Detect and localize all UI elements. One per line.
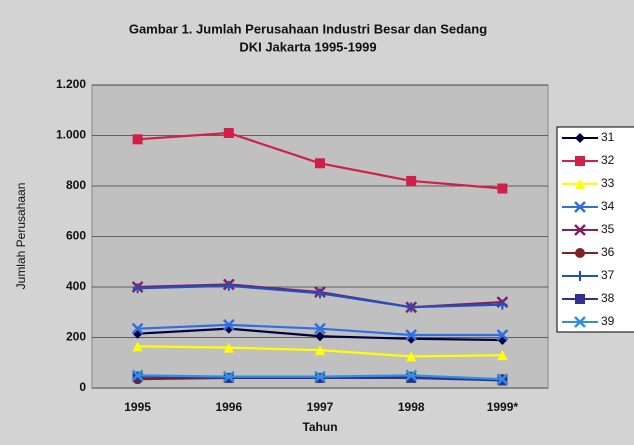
marker xyxy=(131,322,144,335)
marker xyxy=(575,271,585,281)
legend-label: 37 xyxy=(601,268,615,282)
marker xyxy=(405,329,418,341)
y-tick-label: 800 xyxy=(66,178,86,192)
y-tick-label: 600 xyxy=(66,229,86,243)
marker xyxy=(315,288,325,299)
y-axis-label: Jumlah Perusahaan xyxy=(14,183,28,290)
x-tick-label: 1996 xyxy=(215,400,242,414)
chart-subtitle: DKI Jakarta 1995-1999 xyxy=(239,39,376,54)
marker xyxy=(222,370,235,383)
marker xyxy=(315,345,325,356)
x-axis-label: Tahun xyxy=(302,420,337,434)
chart-title: Gambar 1. Jumlah Perusahaan Industri Bes… xyxy=(129,21,487,36)
marker xyxy=(497,350,508,361)
marker xyxy=(575,133,585,143)
legend-label: 33 xyxy=(601,176,615,190)
marker xyxy=(406,302,417,313)
legend-label: 36 xyxy=(601,245,615,259)
legend-label: 39 xyxy=(601,314,615,328)
legend-label: 35 xyxy=(601,222,615,236)
marker xyxy=(315,158,325,169)
marker xyxy=(223,280,234,291)
marker xyxy=(132,134,143,145)
x-tick-label: 1999* xyxy=(487,400,519,414)
marker xyxy=(574,224,586,236)
legend-label: 34 xyxy=(601,199,615,213)
marker xyxy=(497,299,508,310)
y-tick-label: 0 xyxy=(79,380,86,394)
y-tick-label: 200 xyxy=(66,330,86,344)
marker xyxy=(406,175,417,186)
x-tick-label: 1998 xyxy=(398,400,425,414)
legend-label: 31 xyxy=(601,130,615,144)
marker xyxy=(314,322,326,335)
y-tick-label: 400 xyxy=(66,279,86,293)
marker xyxy=(575,179,585,189)
marker xyxy=(574,316,586,328)
legend-label: 38 xyxy=(601,291,615,305)
marker xyxy=(496,329,509,341)
marker xyxy=(497,183,508,194)
marker xyxy=(575,156,585,166)
y-tick-label: 1.200 xyxy=(56,77,86,91)
marker xyxy=(574,201,586,213)
marker xyxy=(132,341,143,352)
marker xyxy=(575,294,585,304)
marker xyxy=(575,248,585,258)
marker xyxy=(223,342,234,353)
marker xyxy=(405,369,418,382)
marker xyxy=(406,372,417,383)
marker xyxy=(131,369,144,382)
marker xyxy=(314,370,326,383)
x-tick-label: 1995 xyxy=(124,400,151,414)
marker xyxy=(223,127,234,138)
x-tick-label: 1997 xyxy=(307,400,334,414)
marker xyxy=(496,373,509,386)
marker xyxy=(132,283,143,294)
y-tick-label: 1.000 xyxy=(56,128,86,142)
marker xyxy=(222,318,235,331)
marker xyxy=(406,351,417,362)
marker xyxy=(315,331,325,342)
legend-label: 32 xyxy=(601,153,615,167)
